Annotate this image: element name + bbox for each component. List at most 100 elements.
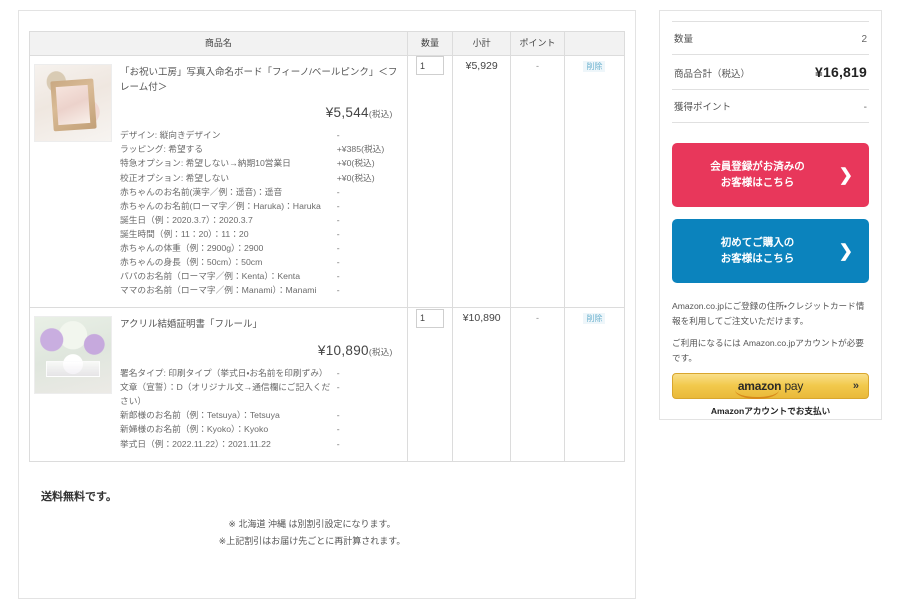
option-value: - [336,271,340,282]
subtotal-cell: ¥5,929 [452,54,512,309]
product-name[interactable]: アクリル結婚証明書「フルール」 [120,319,263,331]
first-time-buyer-button[interactable]: 初めてご購入の お客様はこちら ❯ [672,219,869,283]
chevron-right-icon: ❯ [838,241,853,261]
disclaimer-text: ※ 北海道 沖縄 は別割引設定になります。 [228,518,396,529]
option-label: 新郎様のお名前（例：Tetsuya）：Tetsuya [120,410,280,421]
option-label: 赤ちゃんのお名前(漢字／例：遥音)：遥音 [120,186,283,197]
option-label: ラッピング: 希望する [120,144,204,155]
product-thumbnail[interactable] [34,316,112,395]
option-label: 校正オプション: 希望しない [120,172,230,183]
summary-value: ¥16,819 [814,64,867,80]
delete-cell: 削除 [563,307,626,462]
product-price-value: ¥10,890 [317,343,369,359]
amazon-smile-icon [734,390,779,400]
product-thumbnail[interactable] [34,63,112,142]
column-header-quantity: 数量 [406,31,454,56]
disclaimer-text: ※上記割引はお届け先ごとに再計算されます。 [218,535,406,546]
option-row: 署名タイプ: 印刷タイプ（挙式日・お名前を印刷ずみ） - [118,366,401,380]
amazon-pay-note-line-1: Amazon.co.jpにご登録の住所・クレジットカード情報を利用してご注文いた… [672,301,865,327]
cart-row: 「お祝い工房」写真入命名ボード「フィーノ/ベールピンク」＜フレーム付＞ ¥5,5… [29,54,626,309]
disclaimer-list: ※ 北海道 沖縄 は別割引設定になります。 ※上記割引はお届け先ごとに再計算され… [29,516,625,550]
summary-label: 商品合計（税込） [674,69,751,80]
existing-member-button[interactable]: 会員登録がお済みの お客様はこちら ❯ [672,143,869,207]
option-value: - [336,130,340,141]
option-label: ママのお名前（ローマ字／例：Manami）：Manami [120,285,317,296]
option-row: 新婦様のお名前（例：Kyoko）：Kyoko - [118,422,401,436]
summary-value: 2 [861,34,867,45]
option-label: 新婦様のお名前（例：Kyoko）：Kyoko [120,424,269,435]
points-cell: - [510,54,565,309]
option-row: 赤ちゃんのお名前(ローマ字／例：Haruka)：Haruka - [118,199,401,213]
product-price-tax-note: (税込) [368,109,393,120]
option-row: ラッピング: 希望する +¥385(税込) [118,142,401,156]
column-header-actions [563,31,626,56]
option-value: - [336,228,340,239]
points-cell: - [510,307,565,462]
product-options: デザイン: 縦向きデザイン - ラッピング: 希望する +¥385(税込) 特急オプ… [118,128,401,297]
quantity-input[interactable] [415,56,444,76]
summary-row-points: 獲得ポイント - [672,90,869,123]
product-price: ¥10,890(税込) [118,343,393,358]
option-value: - [336,438,340,449]
points-value: - [536,60,540,71]
option-row: 誕生日（例：2020.3.7）：2020.3.7 - [118,213,401,227]
subtotal-cell: ¥10,890 [452,307,512,462]
option-value: +¥0(税込) [336,158,375,169]
option-value: - [336,424,340,435]
option-row: 校正オプション: 希望しない +¥0(税込) [118,171,401,185]
option-value: - [336,368,340,379]
product-name[interactable]: 「お祝い工房」写真入命名ボード「フィーノ/ベールピンク」＜フレーム付＞ [120,66,398,93]
subtotal-value: ¥10,890 [462,312,501,325]
delete-cell: 削除 [563,54,626,309]
summary-label: 数量 [674,34,694,45]
quantity-input[interactable] [415,308,444,328]
option-value: +¥0(税込) [336,172,375,183]
shipping-note: 送料無料です。 [41,490,117,503]
amazon-pay-note-line-2: ご利用になるには Amazon.co.jpアカウントが必要です。 [672,338,864,364]
option-row: 特急オプション: 希望しない→納期10営業日 +¥0(税込) [118,156,401,170]
option-value: +¥385(税込) [336,144,385,155]
option-row: 赤ちゃんの体重（例：2900g）：2900 - [118,241,401,255]
amazon-pay-sublabel: Amazonアカウントでお支払い [710,406,831,417]
option-label: 署名タイプ: 印刷タイプ（挙式日・お名前を印刷ずみ） [120,368,328,379]
column-header-points: ポイント [510,31,565,56]
option-value: - [336,200,340,211]
option-label: パパのお名前（ローマ字／例：Kenta）：Kenta [120,271,301,282]
amazon-pay-button[interactable]: amazon pay » [672,373,869,400]
amazon-pay-note: Amazon.co.jpにご登録の住所・クレジットカード情報を利用してご注文いた… [672,299,869,366]
option-value: - [336,285,340,296]
summary-row-total: 商品合計（税込） ¥16,819 [672,55,869,90]
option-row: 誕生時間（例：11：20）：11：20 - [118,227,401,241]
option-value: - [336,382,340,393]
option-label: 赤ちゃんのお名前(ローマ字／例：Haruka)：Haruka [120,200,321,211]
option-label: デザイン: 縦向きデザイン [120,130,221,141]
option-row: 新郎様のお名前（例：Tetsuya）：Tetsuya - [118,408,401,422]
option-row: 赤ちゃんの身長（例：50cm）：50cm - [118,255,401,269]
option-row: 赤ちゃんのお名前(漢字／例：遥音)：遥音 - [118,185,401,199]
cart-table-header-row: 商品名 数量 小計 ポイント [29,31,626,56]
option-row: デザイン: 縦向きデザイン - [118,128,401,142]
option-label: 誕生時間（例：11：20）：11：20 [120,228,249,239]
option-row: 挙式日（例：2022.11.22）：2021.11.22 - [118,437,401,451]
product-cell: アクリル結婚証明書「フルール」 ¥10,890(税込) 署名タイプ: 印刷タイプ… [29,307,408,462]
summary-value: - [863,102,867,113]
cart-panel: 商品名 数量 小計 ポイント 「お祝い工 [18,10,636,599]
option-value: - [336,410,340,421]
delete-item-link[interactable]: 削除 [583,313,606,325]
existing-member-button-label: 会員登録がお済みの お客様はこちら [710,160,805,189]
quantity-cell [406,307,454,462]
option-value: - [336,257,340,268]
option-label: 挙式日（例：2022.11.22）：2021.11.22 [120,438,271,449]
cart-table: 商品名 数量 小計 ポイント 「お祝い工 [29,31,626,462]
option-value: - [336,242,340,253]
column-header-product: 商品名 [29,31,408,56]
product-price-tax-note: (税込) [368,347,393,358]
points-value: - [536,313,540,324]
option-row: パパのお名前（ローマ字／例：Kenta）：Kenta - [118,269,401,283]
cart-row: アクリル結婚証明書「フルール」 ¥10,890(税込) 署名タイプ: 印刷タイプ… [29,307,626,462]
column-header-subtotal: 小計 [452,31,512,56]
option-row: ママのお名前（ローマ字／例：Manami）：Manami - [118,283,401,297]
option-label: 赤ちゃんの体重（例：2900g）：2900 [120,242,264,253]
delete-item-link[interactable]: 削除 [583,60,606,72]
option-label: 文章（宣誓）：D（オリジナル文→通信欄にご記入ください） [120,382,331,407]
